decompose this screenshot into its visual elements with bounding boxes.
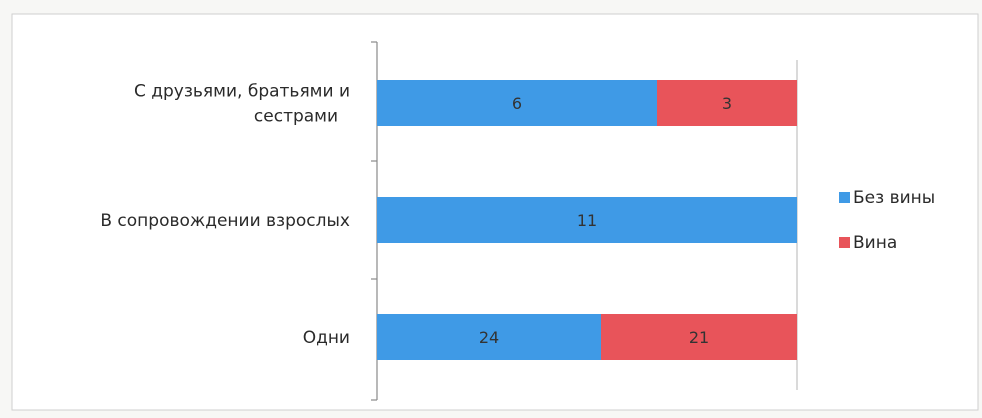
labels-layer: 6 3 С друзьями, братьями и сестрами 11 В сопр… <box>100 82 732 349</box>
bar-segment <box>377 314 601 360</box>
legend-entry: Без вины <box>853 188 935 208</box>
data-label: 3 <box>722 94 732 113</box>
bar-segment <box>377 197 797 243</box>
bar-segment <box>657 80 797 126</box>
legend-swatch <box>839 192 850 203</box>
bars-layer <box>377 80 797 360</box>
legend-entry: Вина <box>853 233 897 253</box>
data-label: 11 <box>577 211 597 230</box>
bar-segment <box>601 314 797 360</box>
data-label: 6 <box>512 94 522 113</box>
category-label: С друзьями, братьями и сестрами <box>134 82 350 127</box>
data-label: 24 <box>479 328 499 347</box>
category-label: В сопровождении взрослых <box>100 211 350 231</box>
category-label: Одни <box>303 328 350 348</box>
legend-swatch <box>839 237 850 248</box>
bar-segment <box>377 80 657 126</box>
data-label: 21 <box>689 328 709 347</box>
legend: Без вины Вина <box>839 188 935 253</box>
